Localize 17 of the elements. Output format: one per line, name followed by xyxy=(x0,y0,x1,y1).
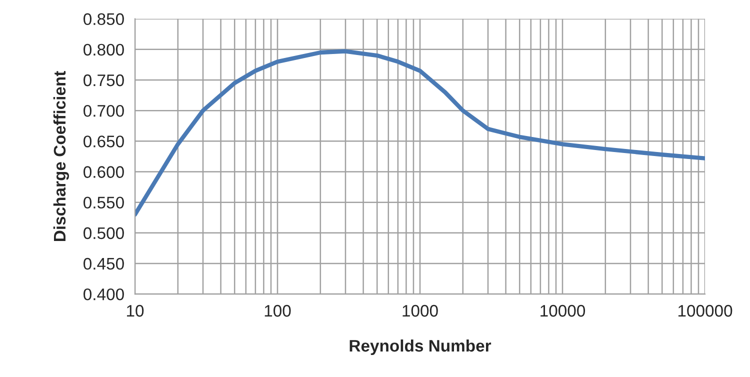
x-tick-label: 1000 xyxy=(402,304,438,317)
y-tick-label: 0.400 xyxy=(84,288,124,300)
x-tick-label: 10 xyxy=(127,304,144,317)
y-tick-label: 0.800 xyxy=(84,44,124,56)
y-tick-label: 0.550 xyxy=(84,196,124,209)
x-tick-label: 100 xyxy=(264,304,291,317)
y-tick-label: 0.500 xyxy=(84,227,124,240)
y-tick-label: 0.850 xyxy=(84,13,124,26)
y-tick-label: 0.650 xyxy=(84,136,124,148)
y-tick-label: 0.450 xyxy=(84,258,124,270)
y-tick-label: 0.600 xyxy=(84,166,124,178)
x-tick-label: 10000 xyxy=(540,304,586,317)
x-axis-title: Reynolds Number xyxy=(350,339,492,355)
y-axis-title: Discharge Coefficient xyxy=(53,70,69,242)
x-tick-label: 100000 xyxy=(678,304,732,317)
y-tick-label: 0.750 xyxy=(84,74,124,86)
y-tick-label: 0.700 xyxy=(84,104,124,117)
